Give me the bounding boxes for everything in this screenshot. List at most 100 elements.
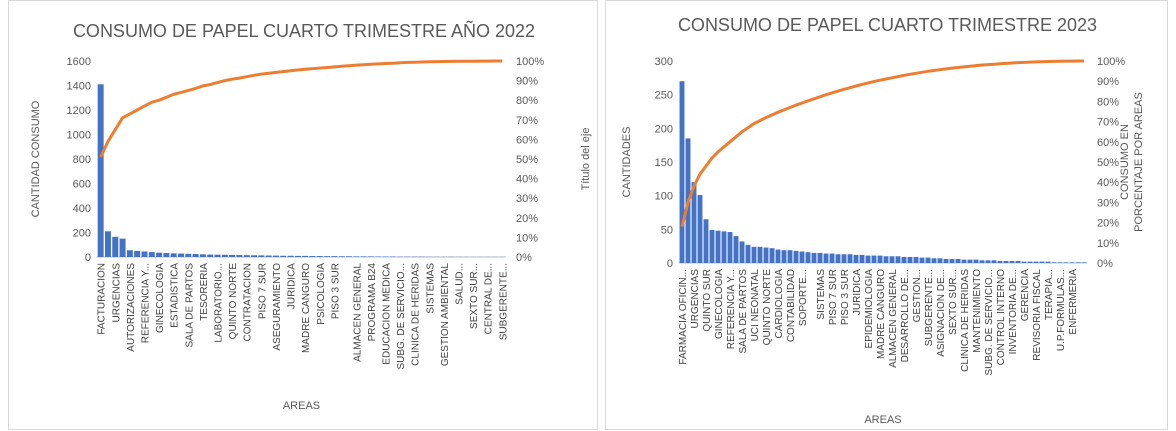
bar <box>215 255 221 257</box>
x-axis-title: AREAS <box>864 414 901 426</box>
bar <box>127 250 133 257</box>
bar <box>806 252 811 263</box>
category-label: CLINICA DE HERIDAS <box>411 263 422 366</box>
category-label: EPIDEMIOLOGIA <box>864 269 875 349</box>
bar <box>764 248 769 263</box>
category-label: REVISORIA FISCAL <box>1032 269 1043 361</box>
category-label: GINECOLOGIA <box>155 263 166 333</box>
y2-axis-title: PORCENTAJE POR AREAS <box>1133 92 1145 232</box>
category-label: CENTRAL DE... <box>484 263 495 334</box>
category-label: SEXTO SUR... <box>948 269 959 335</box>
category-label: SUBG. DE SERVICIO... <box>396 263 407 370</box>
bar <box>920 258 925 263</box>
bar <box>1082 262 1087 263</box>
y-tick-label: 150 <box>655 157 673 169</box>
bar <box>1016 261 1021 263</box>
bar <box>812 253 817 263</box>
y2-tick-label: 50% <box>516 154 538 166</box>
category-label: GESTION AMBIENTAL <box>440 263 451 367</box>
y-tick-label: 0 <box>85 252 91 264</box>
category-label: MADRE CANGURO <box>876 269 887 359</box>
category-label: MANTENIMIENTO <box>972 269 983 353</box>
bar <box>324 256 330 257</box>
bar <box>273 256 279 257</box>
y2-tick-label: 80% <box>516 95 538 107</box>
y2-tick-label: 90% <box>516 76 538 88</box>
bar <box>244 255 250 257</box>
bar <box>105 231 111 257</box>
y-axis-title: CANTIDAD CONSUMO <box>30 100 42 217</box>
bar <box>1076 262 1081 263</box>
bar <box>986 260 991 263</box>
y-axis-title: CANTIDADES <box>621 127 633 198</box>
x-axis-title: AREAS <box>283 400 320 412</box>
category-label: URGENCIAS <box>690 269 701 329</box>
category-label: LABORATORIO... <box>214 263 225 343</box>
y-tick-label: 0 <box>667 258 673 270</box>
y2-tick-label: 60% <box>1097 137 1119 149</box>
category-label: AUTORIZACIONES <box>126 263 137 352</box>
y2-tick-label: 10% <box>1097 238 1119 250</box>
y2-tick-label: 30% <box>1097 197 1119 209</box>
category-label: GERENCIA <box>1020 269 1031 322</box>
bar <box>878 256 883 263</box>
y-tick-label: 600 <box>73 179 91 191</box>
bar <box>266 256 272 257</box>
bar <box>950 259 955 263</box>
bar <box>842 254 847 263</box>
bar <box>317 256 323 257</box>
bar <box>141 251 147 257</box>
chart-title: CONSUMO DE PAPEL CUARTO TRIMESTRE AÑO 20… <box>73 20 535 41</box>
bar <box>1070 262 1075 263</box>
category-label: FACTURACION <box>97 263 108 335</box>
category-label: ENFERMERIA <box>1068 269 1079 335</box>
y2-tick-label: 10% <box>516 232 538 244</box>
bar <box>1034 262 1039 263</box>
cumulative-line <box>101 61 503 157</box>
bar <box>998 261 1003 263</box>
category-label: SALA DE PARTOS <box>184 263 195 348</box>
bar <box>680 81 685 263</box>
bar <box>295 256 301 257</box>
y2-tick-label: 100% <box>1097 56 1125 68</box>
category-label: PISO 7 SUR <box>828 269 839 325</box>
y2-tick-label: 20% <box>516 213 538 225</box>
y2-tick-label: 70% <box>1097 117 1119 129</box>
bar <box>704 219 709 263</box>
category-label: FARMACIA OFICIN... <box>678 269 689 365</box>
category-label: CARDIOLOGIA <box>774 269 785 339</box>
category-label: SUBG. DE SERVICIO... <box>984 269 995 376</box>
bar <box>1010 261 1015 263</box>
bar <box>872 256 877 263</box>
y2-tick-label: 90% <box>1097 76 1119 88</box>
category-label: SALA DE PARTOS <box>738 269 749 354</box>
category-label: REFERENCIA Y... <box>726 269 737 349</box>
y-tick-label: 1400 <box>67 81 91 93</box>
cumulative-line <box>682 61 1084 227</box>
bar <box>339 256 345 257</box>
category-label: PROGRAMA B24 <box>367 263 378 342</box>
bar <box>302 256 308 257</box>
bar <box>746 245 751 263</box>
bar <box>992 260 997 263</box>
y-tick-label: 50 <box>661 224 673 236</box>
category-label: TESORERIA <box>199 263 210 321</box>
bar <box>824 254 829 263</box>
bar <box>98 84 104 257</box>
bar <box>974 260 979 263</box>
bar <box>1004 261 1009 263</box>
bar <box>728 232 733 263</box>
bar <box>156 253 162 257</box>
bar <box>1022 262 1027 263</box>
category-label: SALUD... <box>455 263 466 305</box>
bar <box>980 260 985 263</box>
bar <box>968 260 973 263</box>
category-label: JURIDICA <box>287 263 298 309</box>
bar <box>908 257 913 263</box>
category-label: PISO 3 SUR <box>840 269 851 325</box>
bar <box>1028 262 1033 263</box>
bar <box>962 260 967 263</box>
bar <box>258 255 264 257</box>
y-tick-label: 1600 <box>67 56 91 68</box>
